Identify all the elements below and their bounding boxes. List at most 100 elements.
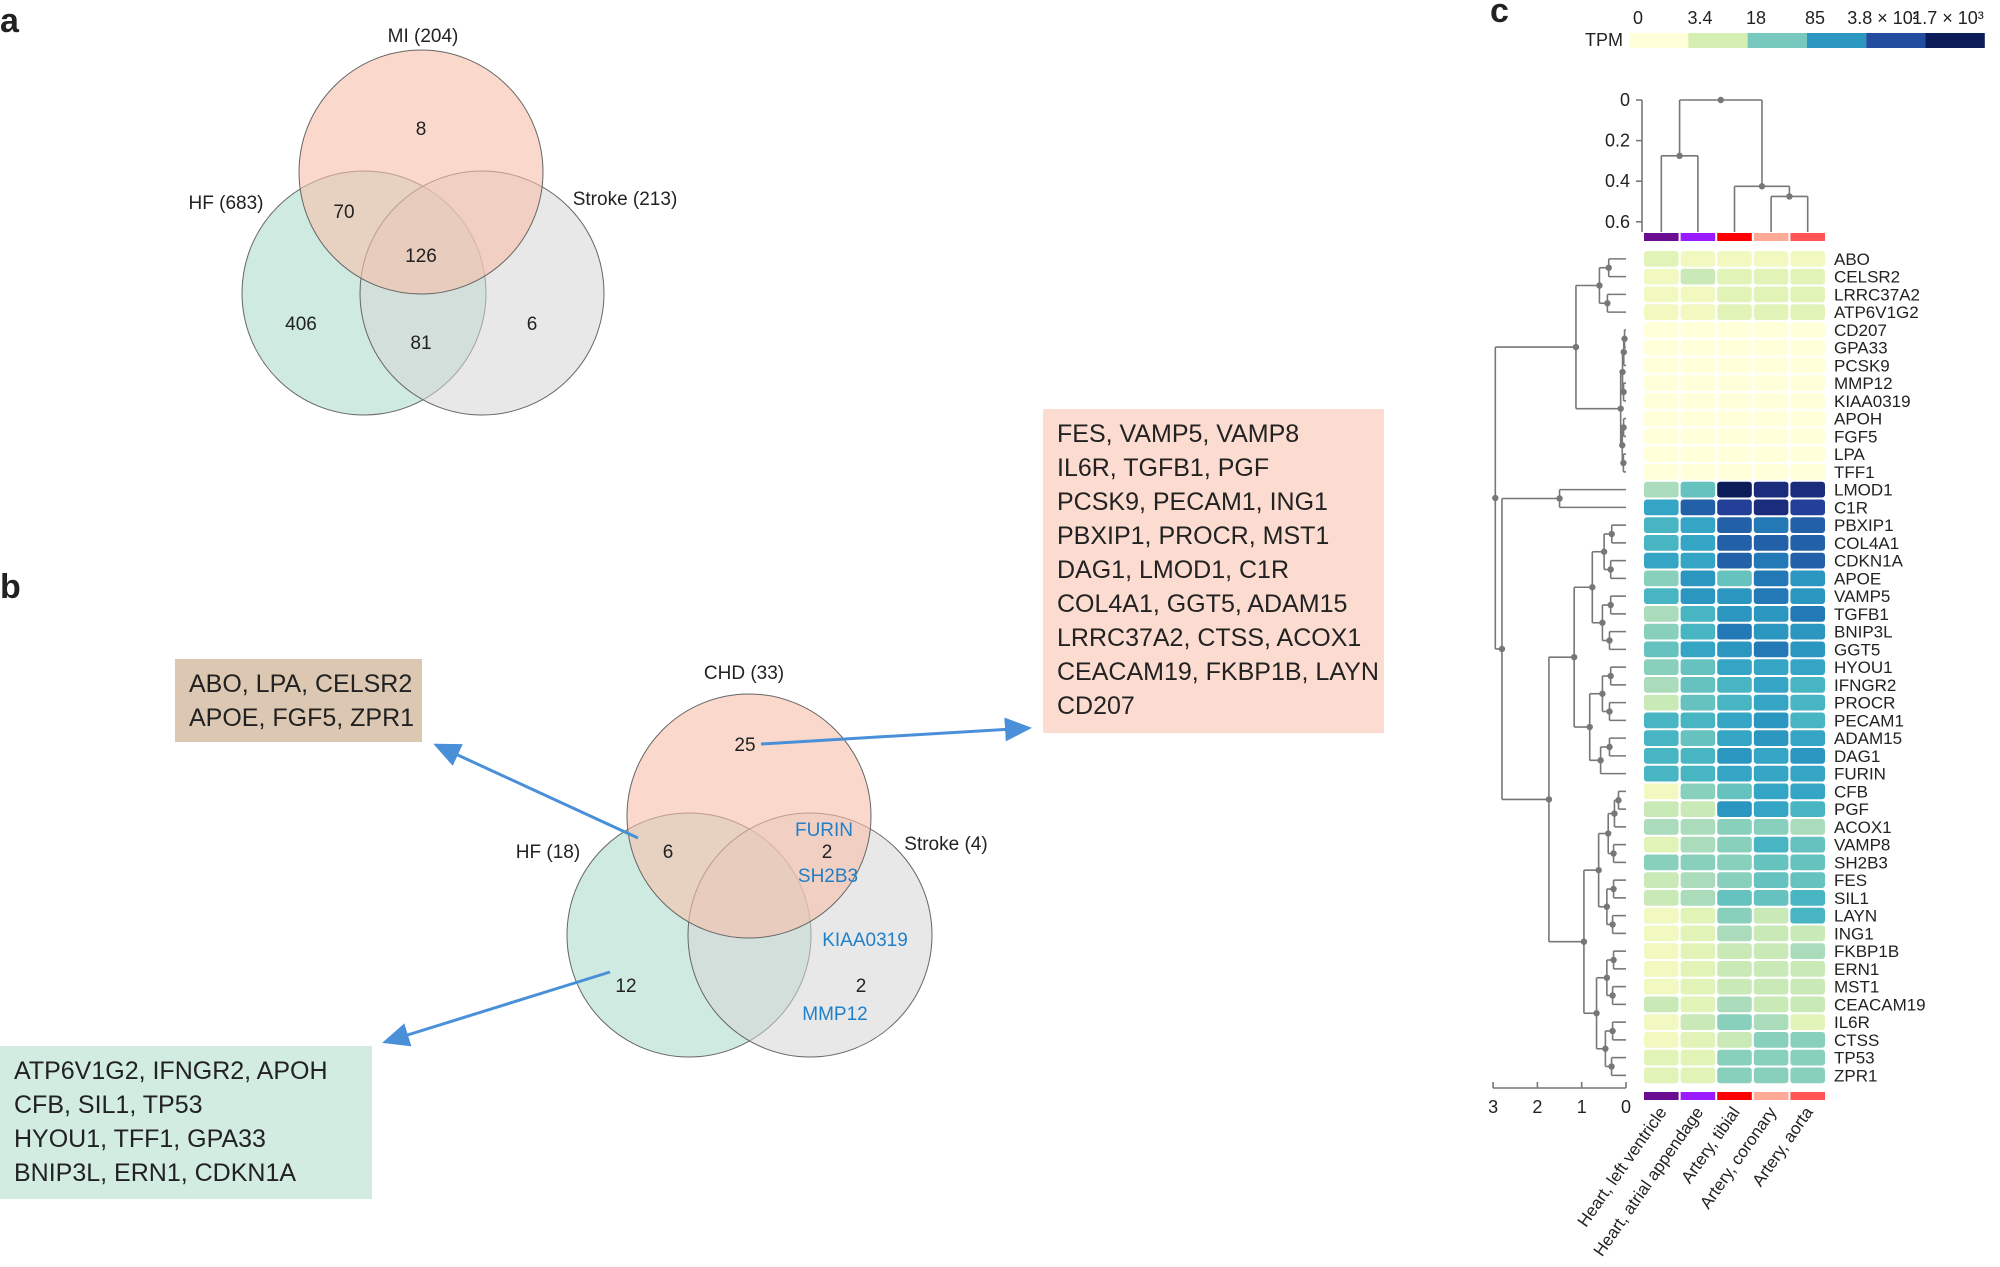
venn-b-chd-circle [626,693,872,939]
venn-a-stroke-label: Stroke (213) [573,189,678,210]
row-dendrogram-tick: 2 [1532,1097,1542,1117]
heatmap-cell [1717,588,1752,604]
heatmap-cell [1644,535,1679,551]
heatmap-cell [1790,890,1825,906]
heatmap-cell [1753,251,1789,267]
row-label: PECAM1 [1834,711,1904,730]
heatmap-cell [1790,286,1825,303]
heatmap-cell [1680,286,1716,303]
row-label: CDKN1A [1834,552,1904,571]
heatmap-cell [1644,481,1679,498]
heatmap-cell [1680,446,1716,462]
heatmap-cell [1644,606,1679,622]
row-label: CEACAM19 [1834,995,1926,1014]
heatmap-cell [1753,783,1789,800]
heatmap-cell [1753,872,1789,888]
heatmap-cell [1680,783,1716,800]
heatmap-cell [1790,446,1825,462]
panel-label-a: a [0,2,19,40]
dendrogram-node [1617,405,1624,412]
column-dendrogram: 0 0.2 0.4 0.6 [1605,90,1809,232]
heatmap-cell [1644,304,1679,320]
colorbar-segment [1806,33,1867,48]
heatmap-cell [1717,623,1752,640]
dendrogram-node [1606,637,1613,644]
heatmap-cell [1753,641,1789,658]
heatmap-cell [1680,872,1716,888]
heatmap-cell [1680,517,1716,533]
dendrogram-node [1607,672,1614,680]
row-label: ZPR1 [1834,1066,1877,1085]
row-dendrogram: 0 1 2 3 [1488,258,1631,1117]
column-dendrogram-tick: 0.2 [1605,131,1630,151]
heatmap-cell [1753,517,1789,533]
heatmap-cell [1644,694,1679,711]
heatmap-cell [1644,961,1679,977]
heatmap-cell [1717,322,1752,338]
heatmap-cell [1753,961,1789,977]
heatmap-cell [1717,357,1752,374]
venn-b-chd-label: CHD (33) [704,663,784,684]
row-labels: ABOCELSR2LRRC37A2ATP6V1G2CD207GPA33PCSK9… [1834,250,1926,1086]
row-label: SH2B3 [1834,853,1888,872]
heatmap-cells [1644,251,1825,1084]
colorbar-tick-label: 3.8 × 10² [1847,8,1919,28]
heatmap-cell [1644,446,1679,462]
venn-a-mi-only: 8 [416,119,427,140]
colorbar-segment [1866,33,1926,48]
heatmap-cell [1717,339,1752,356]
venn-b-stroke-label: Stroke (4) [904,834,987,855]
heatmap-cell [1753,623,1789,640]
row-label: TGFB1 [1834,605,1889,624]
venn-b-hf-stroke: 2 [856,976,867,997]
heatmap-cell [1680,1067,1716,1084]
heatmap-cell [1753,286,1789,303]
column-dendrogram-tick: 0 [1620,90,1630,110]
colorbar-segment [1688,33,1748,48]
heatmap-cell [1790,641,1825,658]
heatmap-cell [1790,730,1825,746]
heatmap-cell [1680,961,1716,977]
heatmap-cell [1717,677,1752,693]
gene-list-line: CEACAM19, FKBP1B, LAYN [1057,658,1379,686]
heatmap-cell [1680,641,1716,658]
heatmap-cell [1680,251,1716,267]
heatmap-cell [1717,251,1752,267]
heatmap-cell [1790,357,1825,374]
column-color-bar-bottom [1717,1092,1752,1100]
heatmap-cell [1790,694,1825,711]
heatmap-cell [1753,535,1789,551]
row-label: CFB [1834,782,1868,801]
column-dendrogram-tick: 0.4 [1605,171,1630,191]
heatmap-cell [1790,996,1825,1013]
gene-list-line: IL6R, TGFB1, PGF [1057,454,1270,482]
heatmap-cell [1790,1032,1825,1048]
heatmap-cell [1717,1049,1752,1066]
heatmap-cell [1717,606,1752,622]
row-label: LAYN [1834,907,1877,926]
row-label: ERN1 [1834,960,1879,979]
heatmap-cell [1790,819,1825,835]
venn-b-hf-label: HF (18) [516,842,580,863]
row-label: APOE [1834,569,1881,588]
heatmap-cell [1680,659,1716,675]
colorbar-segment [1747,33,1807,48]
heatmap-cell [1644,783,1679,800]
heatmap-cell [1717,304,1752,320]
heatmap-cell [1717,854,1752,871]
colorbar-tick-label: 85 [1805,8,1825,28]
heatmap-cell [1680,996,1716,1013]
heatmap-cell [1717,1067,1752,1084]
heatmap-cell [1717,961,1752,977]
gene-list-line: PBXIP1, PROCR, MST1 [1057,522,1330,550]
venn-a-hf-label: HF (683) [189,193,264,214]
heatmap-cell [1644,996,1679,1013]
heatmap-cell [1753,552,1789,569]
gene-box-chd-hf: ABO, LPA, CELSR2 APOE, FGF5, ZPR1 [175,659,422,742]
row-label: LPA [1834,445,1866,464]
row-label: FES [1834,871,1867,890]
venn-b-chd-hf: 6 [663,842,674,863]
arrow-hf-only [382,970,611,1047]
arrow-chd-only [760,717,1032,746]
